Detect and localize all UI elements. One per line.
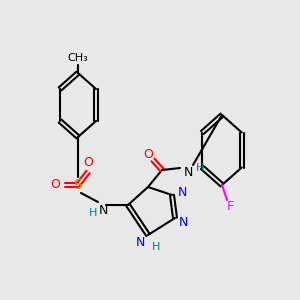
Text: H: H — [89, 208, 97, 218]
Text: N: N — [183, 167, 193, 179]
Text: H: H — [196, 163, 204, 173]
Text: O: O — [143, 148, 153, 161]
Text: CH₃: CH₃ — [68, 53, 88, 63]
Text: O: O — [83, 155, 93, 169]
Text: N: N — [135, 236, 145, 250]
Text: N: N — [98, 203, 108, 217]
Text: H: H — [152, 242, 160, 252]
Text: N: N — [178, 217, 188, 230]
Text: N: N — [177, 185, 187, 199]
Text: F: F — [226, 200, 234, 214]
Text: S: S — [74, 178, 82, 192]
Text: O: O — [50, 178, 60, 191]
